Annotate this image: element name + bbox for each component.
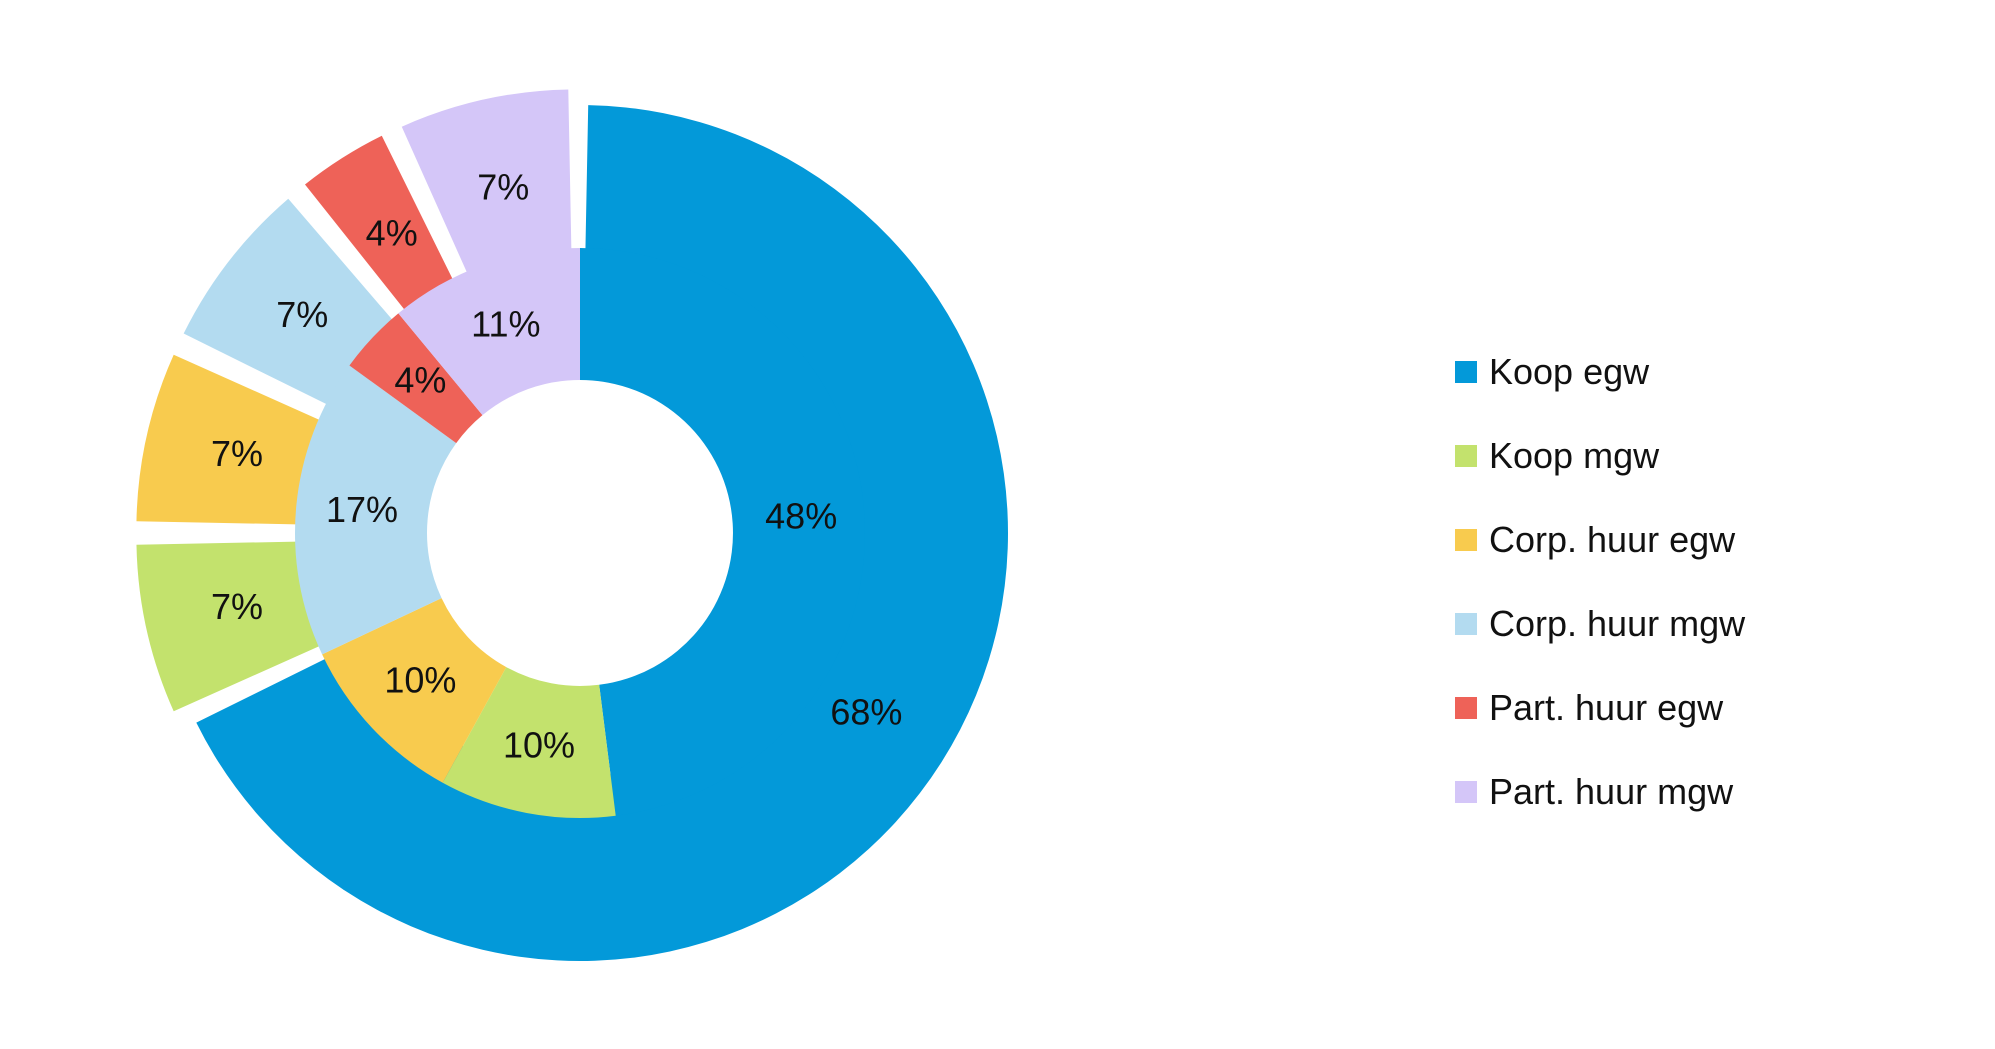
outer-label-corp-huur-mgw: 7% (276, 294, 328, 335)
legend-label: Koop egw (1489, 351, 1650, 392)
outer-label-part-huur-egw: 4% (366, 213, 418, 254)
legend-item-part-huur-mgw: Part. huur mgw (1455, 750, 1875, 834)
legend-item-koop-mgw: Koop mgw (1455, 414, 1875, 498)
legend-swatch (1455, 445, 1477, 467)
inner-label-koop-mgw: 10% (503, 725, 575, 766)
inner-label-part-huur-mgw: 11% (471, 303, 540, 344)
inner-slice-koop-mgw (442, 667, 616, 818)
legend-swatch (1455, 613, 1477, 635)
legend-swatch (1455, 529, 1477, 551)
legend-item-corp-huur-egw: Corp. huur egw (1455, 498, 1875, 582)
legend-label: Corp. huur egw (1489, 519, 1736, 560)
legend-label: Part. huur egw (1489, 687, 1724, 728)
legend-swatch (1455, 781, 1477, 803)
inner-slice-part-huur-mgw (398, 248, 580, 416)
legend-item-part-huur-egw: Part. huur egw (1455, 666, 1875, 750)
outer-slice-part-huur-mgw (401, 89, 572, 296)
outer-label-koop-mgw: 7% (211, 586, 263, 627)
outer-label-koop-egw: 68% (830, 691, 902, 732)
legend-item-koop-egw: Koop egw (1455, 330, 1875, 414)
inner-label-part-huur-egw: 4% (394, 360, 446, 401)
inner-slice-koop-egw (580, 248, 865, 816)
legend-label: Corp. huur mgw (1489, 603, 1746, 644)
inner-slice-corp-huur-mgw (294, 365, 457, 655)
inner-label-corp-huur-mgw: 17% (326, 489, 398, 530)
outer-slice-part-huur-egw (304, 135, 464, 330)
outer-label-part-huur-mgw: 7% (477, 167, 529, 208)
legend-label: Koop mgw (1489, 435, 1660, 476)
legend-item-corp-huur-mgw: Corp. huur mgw (1455, 582, 1875, 666)
legend-label: Part. huur mgw (1489, 771, 1734, 812)
inner-slice-part-huur-egw (349, 313, 483, 444)
inner-label-corp-huur-egw: 10% (384, 659, 456, 700)
outer-slice-corp-huur-egw (136, 354, 343, 525)
inner-slice-corp-huur-egw (322, 598, 507, 783)
outer-slice-koop-mgw (136, 541, 343, 712)
legend-swatch (1455, 361, 1477, 383)
inner-label-koop-egw: 48% (765, 496, 837, 537)
legend-swatch (1455, 697, 1477, 719)
outer-label-corp-huur-egw: 7% (211, 433, 263, 474)
chart-legend: Koop egw Koop mgw Corp. huur egw Corp. h… (1455, 330, 1875, 834)
